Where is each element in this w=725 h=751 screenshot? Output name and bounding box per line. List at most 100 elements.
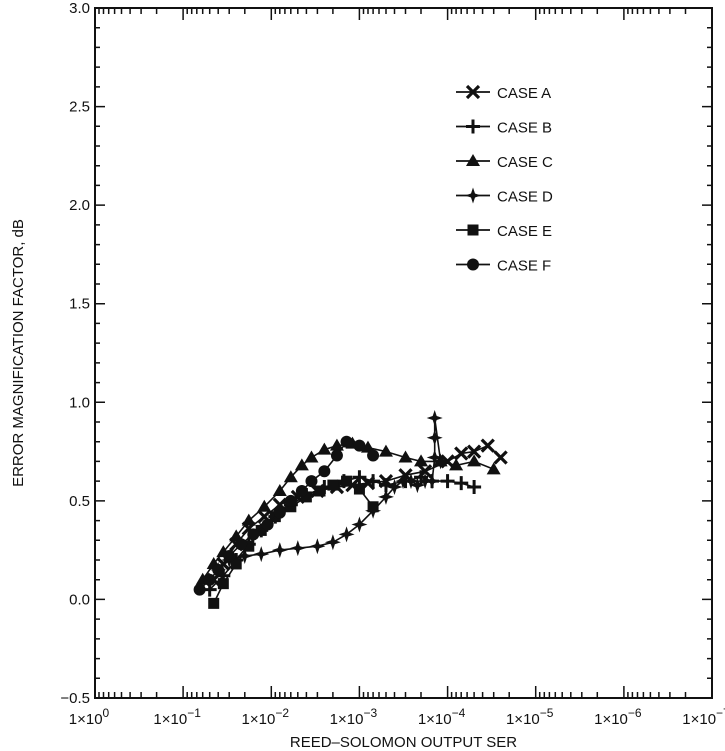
series-line-case-d <box>217 417 442 571</box>
data-point-case-a <box>480 438 495 453</box>
legend-item-case-f: CASE F <box>456 258 551 275</box>
data-point-case-f <box>318 465 331 478</box>
x-tick-label: 1×10−6 <box>594 706 642 728</box>
series-case-f <box>193 435 380 596</box>
x-tick-label: 1×10−1 <box>153 706 201 728</box>
data-point-case-e <box>341 475 353 487</box>
data-point-case-d <box>402 473 419 490</box>
data-point-case-d <box>424 473 441 490</box>
x-tick-label: 1×10−3 <box>330 706 378 728</box>
data-point-case-c <box>257 499 272 512</box>
data-point-case-f <box>261 518 274 531</box>
y-axis-title: ERROR MAGNIFICATION FACTOR, dB <box>10 219 27 487</box>
data-point-case-d <box>426 429 443 446</box>
data-point-case-d <box>377 488 394 505</box>
y-tick-label: 1.5 <box>69 296 90 313</box>
y-tick-label: 0.5 <box>69 493 90 510</box>
legend-item-case-b: CASE B <box>456 119 552 137</box>
data-point-case-c <box>467 454 482 467</box>
data-point-case-a <box>493 450 508 465</box>
legend-item-case-d: CASE D <box>456 187 553 206</box>
x-tick-label: 1×10−4 <box>418 706 466 728</box>
series-case-a <box>206 438 508 587</box>
y-tick-label: −0.5 <box>60 690 90 707</box>
tick-marks <box>94 7 713 699</box>
data-point-case-e <box>300 491 312 503</box>
data-point-case-d <box>271 542 288 559</box>
tick-path <box>94 7 713 699</box>
data-point-case-f <box>273 506 286 519</box>
data-point-case-c <box>329 438 344 451</box>
x-tick-label: 1×10−2 <box>242 706 290 728</box>
y-tick-labels: −0.5 0.0 0.5 1.0 1.5 2.0 2.5 3.0 <box>60 0 90 707</box>
data-point-case-d <box>386 479 403 496</box>
legend-label: CASE D <box>497 189 553 206</box>
data-point-case-c <box>241 513 256 526</box>
data-point-case-c <box>414 454 429 467</box>
x-tick-label: 1×10−7 <box>682 706 725 728</box>
legend-marker-case-e <box>467 224 479 236</box>
legend-label: CASE A <box>497 85 551 102</box>
data-point-case-c <box>317 442 332 455</box>
x-tick-label: 1×10−5 <box>506 706 554 728</box>
legend-marker-case-d <box>465 187 481 204</box>
x-axis-title: REED–SOLOMON OUTPUT SER <box>290 734 517 751</box>
data-point-case-c <box>398 450 413 463</box>
legend-marker-case-f <box>467 258 479 271</box>
data-point-case-e <box>353 483 365 495</box>
legend-marker-case-c <box>466 154 480 166</box>
data-point-case-f <box>305 475 318 488</box>
data-point-case-c <box>449 458 464 471</box>
data-point-case-f <box>340 435 353 448</box>
data-point-case-e <box>217 578 229 590</box>
series-line-case-c <box>202 442 494 581</box>
series-line-case-f <box>199 440 374 591</box>
data-point-case-b <box>467 480 482 495</box>
y-tick-label: 1.0 <box>69 394 90 411</box>
data-point-case-c <box>229 529 244 542</box>
data-point-case-b <box>352 470 367 485</box>
legend-item-case-e: CASE E <box>456 223 552 240</box>
legend: CASE A CASE B CASE C CASE D CASE E CASE F <box>456 84 553 275</box>
plot-frame <box>94 7 713 699</box>
data-point-case-c <box>304 450 319 463</box>
data-point-case-f <box>295 485 308 497</box>
data-point-case-d <box>409 477 426 494</box>
data-point-case-e <box>230 558 242 570</box>
data-point-case-d <box>236 548 253 565</box>
data-point-case-f <box>247 528 260 541</box>
data-point-case-e <box>314 485 326 497</box>
y-tick-label: 3.0 <box>69 0 90 17</box>
data-point-case-a <box>466 444 482 459</box>
data-point-case-d <box>289 540 306 557</box>
legend-item-case-a: CASE A <box>456 84 551 102</box>
data-point-case-f <box>367 449 380 462</box>
data-point-case-e <box>367 501 379 513</box>
data-point-case-f <box>284 494 297 507</box>
data-point-case-d <box>426 410 443 427</box>
data-point-case-d <box>338 526 355 543</box>
legend-label: CASE B <box>497 120 552 137</box>
data-point-case-c <box>486 462 501 475</box>
y-tick-label: 2.5 <box>69 99 90 116</box>
legend-marker-case-b <box>466 119 480 134</box>
data-point-case-b <box>454 476 469 491</box>
x-tick-label: 1×100 <box>69 706 110 728</box>
data-point-case-b <box>366 474 381 489</box>
legend-label: CASE F <box>497 258 551 275</box>
data-point-case-d <box>426 449 443 466</box>
y-tick-label: 0.0 <box>69 591 90 608</box>
data-point-case-d <box>253 546 270 563</box>
series-case-d <box>210 410 449 578</box>
data-point-case-d <box>309 538 326 555</box>
data-point-case-c <box>272 484 287 496</box>
data-point-case-f <box>223 550 236 563</box>
legend-item-case-c: CASE C <box>456 154 553 171</box>
data-point-case-e <box>255 524 267 536</box>
x-tick-labels: 1×100 1×10−1 1×10−2 1×10−3 1×10−4 1×10−5 1×10−… <box>69 706 725 728</box>
data-point-case-f <box>193 583 206 596</box>
data-point-case-f <box>235 538 248 551</box>
data-point-case-f <box>212 563 225 576</box>
